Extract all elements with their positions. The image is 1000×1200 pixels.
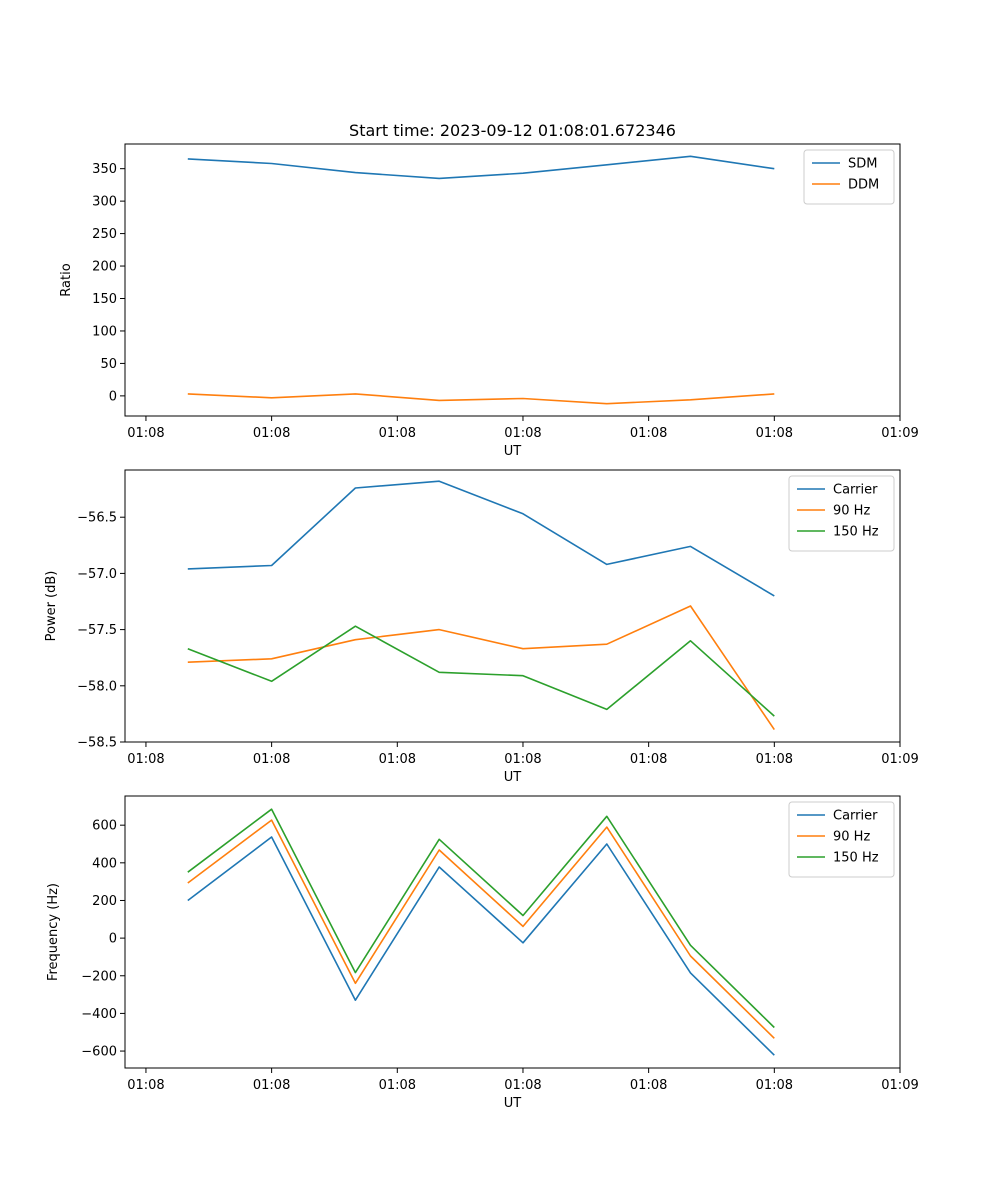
x-tick-label: 01:09	[881, 752, 918, 767]
y-tick-label: 200	[92, 894, 117, 909]
legend-box	[788, 801, 895, 878]
y-tick-label: −600	[81, 1045, 117, 1060]
y-tick-label: 200	[92, 260, 117, 275]
x-tick-label: 01:08	[630, 1078, 667, 1093]
series-line-ddm	[187, 393, 775, 405]
series-line-sdm	[187, 155, 775, 180]
axes-frame	[124, 143, 901, 417]
x-tick-label: 01:09	[881, 1078, 918, 1093]
x-tick-label: 01:08	[127, 752, 164, 767]
axes-frame	[124, 795, 901, 1069]
series-line-150-hz	[187, 808, 775, 1029]
y-tick-label: 50	[100, 357, 117, 372]
y-tick-label: 350	[92, 162, 117, 177]
y-tick-label: 0	[109, 389, 117, 404]
y-tick-label: 250	[92, 227, 117, 242]
y-axis-label: Frequency (Hz)	[46, 883, 61, 981]
x-tick-label: 01:08	[379, 1078, 416, 1093]
y-tick-label: −400	[81, 1007, 117, 1022]
y-tick-label: −57.5	[77, 623, 117, 638]
series-line-150-hz	[187, 625, 775, 717]
y-tick-label: −56.5	[77, 511, 117, 526]
x-tick-label: 01:08	[253, 752, 290, 767]
x-axis-label: UT	[504, 444, 522, 459]
series-line-carrier	[187, 480, 775, 597]
x-tick-label: 01:08	[630, 426, 667, 441]
x-tick-label: 01:08	[756, 426, 793, 441]
y-tick-label: 0	[109, 932, 117, 947]
series-line-90-hz	[187, 819, 775, 1039]
y-tick-label: 600	[92, 819, 117, 834]
legend-box	[788, 475, 895, 552]
y-tick-label: −57.0	[77, 567, 117, 582]
y-tick-label: −58.0	[77, 679, 117, 694]
legend-label: Carrier	[833, 809, 878, 824]
x-tick-label: 01:08	[127, 426, 164, 441]
legend-label: DDM	[848, 178, 879, 193]
legend-label: SDM	[848, 157, 877, 172]
y-axis-label: Power (dB)	[44, 571, 59, 642]
legend-label: 90 Hz	[833, 830, 870, 845]
legend-label: 90 Hz	[833, 504, 870, 519]
y-tick-label: −58.5	[77, 736, 117, 751]
x-tick-label: 01:08	[379, 752, 416, 767]
y-axis-label: Ratio	[59, 263, 74, 296]
x-tick-label: 01:08	[504, 426, 541, 441]
y-tick-label: 300	[92, 195, 117, 210]
panel-power: 01:08 01:08 01:08 01:08 01:08 01:08 01:09 −58.5…	[44, 469, 919, 785]
x-tick-label: 01:08	[756, 1078, 793, 1093]
x-tick-label: 01:08	[253, 1078, 290, 1093]
y-tick-label: 400	[92, 856, 117, 871]
axes-frame	[124, 469, 901, 743]
y-tick-label: −200	[81, 969, 117, 984]
x-tick-label: 01:08	[379, 426, 416, 441]
x-tick-label: 01:08	[630, 752, 667, 767]
legend-label: Carrier	[833, 483, 878, 498]
series-line-carrier	[187, 836, 775, 1056]
legend-label: 150 Hz	[833, 851, 879, 866]
panel-ratio: 01:08 01:08 01:08 01:08 01:08 01:08 01:09 0 50 10…	[59, 143, 919, 459]
y-tick-label: 100	[92, 324, 117, 339]
figure-title: Start time: 2023-09-12 01:08:01.672346	[349, 121, 676, 140]
x-axis-label: UT	[504, 1096, 522, 1111]
x-tick-label: 01:08	[253, 426, 290, 441]
panel-frequency: 01:08 01:08 01:08 01:08 01:08 01:08 01:09 −600 −…	[46, 795, 919, 1111]
x-tick-label: 01:08	[756, 752, 793, 767]
y-tick-label: 150	[92, 292, 117, 307]
x-axis-label: UT	[504, 770, 522, 785]
series-line-90-hz	[187, 605, 775, 731]
x-tick-label: 01:08	[504, 1078, 541, 1093]
x-tick-label: 01:08	[127, 1078, 164, 1093]
legend-label: 150 Hz	[833, 525, 879, 540]
x-tick-label: 01:09	[881, 426, 918, 441]
x-tick-label: 01:08	[504, 752, 541, 767]
